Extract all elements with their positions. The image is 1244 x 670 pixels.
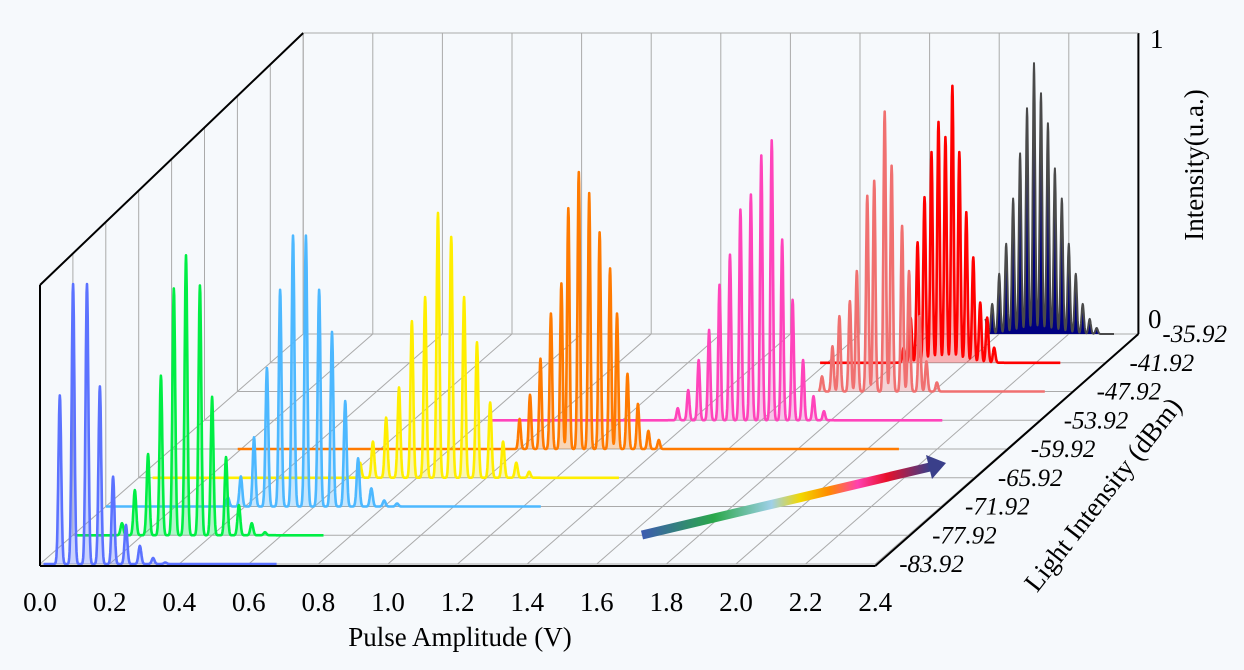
depth-tick-label: -77.92 (932, 522, 997, 549)
series-line--83.92 (42, 282, 278, 566)
x-tick-label: 1.4 (510, 587, 544, 617)
depth-tick-label: -35.92 (1162, 321, 1227, 348)
x-tick-labels: 0.0 0.2 0.4 0.6 0.8 1.0 1.2 1.4 1.6 1.8 2.0 2.2 2.4 (23, 587, 892, 617)
x-tick-label: 2.4 (858, 587, 892, 617)
series-line--71.92 (104, 234, 542, 508)
depth-tick-label: -53.92 (1064, 407, 1129, 434)
x-tick-label: 1.8 (650, 587, 684, 617)
depth-tick-label: -65.92 (998, 465, 1063, 492)
x-tick-label: 1.0 (371, 587, 405, 617)
depth-tick-label: -47.92 (1097, 379, 1162, 406)
series-line--41.92 (819, 84, 1062, 365)
z-tick-0: 0 (1148, 304, 1162, 334)
z-axis-label: Intensity(u.a.) (1179, 89, 1209, 240)
series-group (42, 62, 1115, 566)
depth-tick-label: -41.92 (1130, 350, 1195, 377)
z-tick-1: 1 (1150, 24, 1164, 54)
x-tick-label: 2.2 (789, 587, 823, 617)
x-tick-label: 0.8 (302, 587, 336, 617)
x-tick-label: 0.2 (93, 587, 127, 617)
depth-tick-label: -71.92 (965, 494, 1030, 521)
left-wall-top-edge (39, 32, 304, 286)
series-line--65.92 (151, 211, 620, 480)
x-tick-label: 0.6 (232, 587, 266, 617)
axis-frame (39, 32, 1140, 567)
x-tick-label: 0.4 (162, 587, 196, 617)
series-fill--77.92 (76, 255, 324, 536)
depth-tick-label: -59.92 (1031, 436, 1096, 463)
depth-tick-labels: -83.92-77.92-71.92-65.92-59.92-53.92-47.… (899, 321, 1227, 578)
series-line--77.92 (75, 254, 325, 537)
x-tick-label: 1.6 (580, 587, 614, 617)
series-line--47.92 (817, 110, 1046, 393)
series-line--35.92 (984, 62, 1115, 335)
x-axis-label: Pulse Amplitude (V) (348, 622, 572, 652)
x-tick-label: 2.0 (719, 587, 753, 617)
depth-axis-line (874, 333, 1140, 567)
depth-tick-label: -83.92 (899, 551, 964, 578)
x-tick-label: 1.2 (441, 587, 475, 617)
intensity-direction-arrow (640, 455, 946, 540)
x-tick-label: 0.0 (23, 587, 57, 617)
